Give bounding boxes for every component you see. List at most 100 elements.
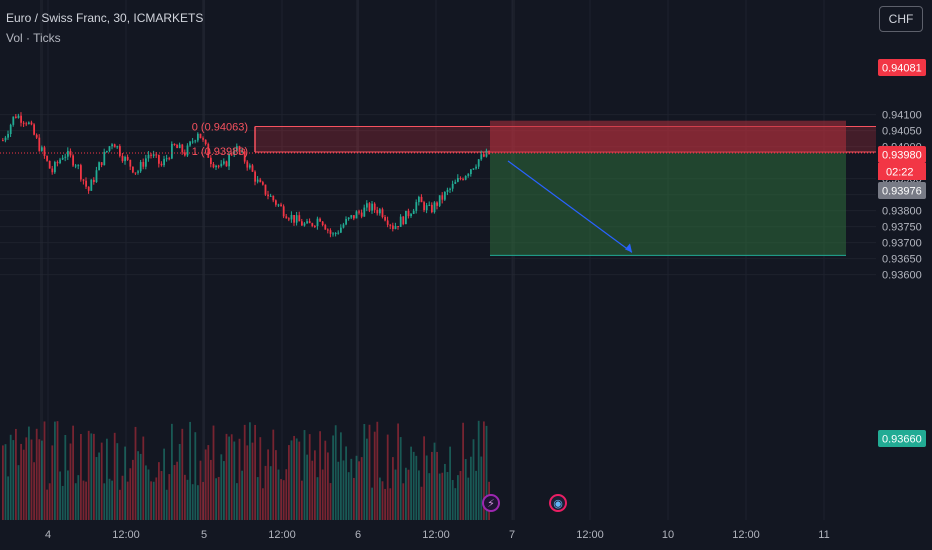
volume-bar bbox=[264, 465, 267, 520]
volume-bar bbox=[93, 433, 95, 520]
candle-body bbox=[475, 166, 477, 169]
volume-bar bbox=[17, 465, 20, 520]
candle-body bbox=[353, 215, 355, 219]
volume-bar bbox=[360, 457, 363, 520]
volume-bar bbox=[184, 474, 186, 520]
volume-bar bbox=[483, 421, 485, 520]
candle-body bbox=[197, 133, 199, 141]
volume-bar bbox=[38, 439, 41, 520]
currency-button[interactable]: CHF bbox=[879, 6, 923, 32]
volume-bar bbox=[431, 451, 433, 520]
candle-body bbox=[142, 161, 145, 167]
volume-bar bbox=[69, 443, 72, 520]
candle-body bbox=[155, 154, 158, 156]
volume-bar bbox=[251, 442, 254, 520]
candle-body bbox=[428, 204, 431, 206]
candle-body bbox=[119, 146, 121, 156]
volume-bar bbox=[340, 432, 342, 520]
volume-bar bbox=[472, 439, 475, 520]
time-axis: 4 12:00 5 12:00 6 12:00 7 12:00 10 12:00 11 bbox=[0, 520, 932, 550]
volume-bar bbox=[345, 446, 347, 520]
volume-bar bbox=[454, 488, 457, 520]
volume-bar bbox=[451, 480, 454, 520]
fib-label-0: 0 (0.94063) bbox=[192, 121, 248, 133]
volume-bar bbox=[402, 483, 405, 520]
candle-body bbox=[72, 155, 74, 166]
candle-body bbox=[267, 194, 269, 197]
candle-body bbox=[472, 168, 475, 170]
volume-bar bbox=[56, 421, 59, 520]
candle-body bbox=[251, 165, 254, 172]
candle-body bbox=[116, 146, 119, 148]
candle-body bbox=[132, 166, 134, 173]
volume-bar bbox=[259, 437, 262, 520]
candle-body bbox=[371, 203, 373, 211]
candle-body bbox=[397, 226, 399, 228]
candle-body bbox=[345, 219, 347, 225]
time-tick-label: 6 bbox=[355, 529, 361, 541]
volume-bar bbox=[225, 433, 228, 520]
session-separator bbox=[356, 0, 359, 520]
candle-body bbox=[483, 154, 485, 157]
candle-body bbox=[392, 225, 394, 229]
volume-bar bbox=[303, 430, 306, 520]
target-price-label: 0.93660 bbox=[882, 434, 922, 446]
candle-body bbox=[425, 205, 428, 211]
volume-bar bbox=[95, 457, 98, 520]
globe-icon[interactable]: ◉ bbox=[549, 494, 567, 512]
candle-body bbox=[171, 143, 173, 159]
candle-body bbox=[462, 178, 464, 180]
arrow-head bbox=[625, 243, 632, 253]
candle-body bbox=[316, 218, 319, 227]
volume-bar bbox=[285, 469, 288, 520]
volume-bar bbox=[158, 462, 160, 520]
candle-body bbox=[457, 178, 459, 182]
candle-body bbox=[290, 214, 293, 220]
candle-body bbox=[150, 154, 152, 156]
candle-body bbox=[246, 161, 249, 168]
candle-body bbox=[74, 165, 77, 167]
volume-bar bbox=[379, 477, 381, 520]
volume-bar bbox=[212, 425, 215, 520]
candle-body bbox=[113, 144, 116, 148]
candle-body bbox=[249, 165, 251, 168]
candle-body bbox=[25, 123, 28, 125]
volume-bar bbox=[4, 444, 7, 520]
lightning-icon[interactable]: ⚡ bbox=[482, 494, 500, 512]
volume-bar bbox=[51, 445, 54, 520]
candle-body bbox=[64, 156, 67, 158]
volume-bar bbox=[186, 479, 189, 520]
candle-body bbox=[376, 209, 379, 214]
candle-body bbox=[202, 138, 204, 140]
volume-bar bbox=[54, 421, 56, 520]
volume-bar bbox=[77, 475, 80, 520]
candle-body bbox=[98, 162, 100, 171]
volume-bar bbox=[308, 434, 311, 520]
candle-body bbox=[95, 170, 98, 183]
volume-bar bbox=[459, 470, 462, 520]
volume-bar bbox=[319, 431, 321, 520]
bid-price-label-bg bbox=[878, 182, 926, 199]
volume-bar bbox=[98, 452, 100, 520]
candle-body bbox=[20, 115, 22, 123]
candle-body bbox=[480, 154, 483, 160]
session-separator bbox=[202, 0, 205, 520]
candle-body bbox=[373, 203, 376, 210]
volume-bar bbox=[46, 489, 48, 520]
volume-bar bbox=[298, 441, 301, 520]
candle-body bbox=[441, 195, 444, 200]
candle-body bbox=[230, 154, 233, 156]
price-tick-label: 0.93650 bbox=[882, 254, 922, 266]
bid-price-label: 0.93976 bbox=[882, 186, 922, 198]
volume-bar bbox=[399, 437, 402, 520]
volume-bar bbox=[262, 488, 264, 520]
volume-bar bbox=[236, 483, 238, 520]
volume-bar bbox=[160, 471, 163, 520]
volume-bar bbox=[152, 481, 155, 520]
candle-body bbox=[467, 174, 470, 176]
candle-body bbox=[82, 179, 85, 181]
volume-bar bbox=[293, 435, 295, 520]
volume-bar bbox=[155, 477, 158, 520]
candle-body bbox=[459, 178, 462, 180]
